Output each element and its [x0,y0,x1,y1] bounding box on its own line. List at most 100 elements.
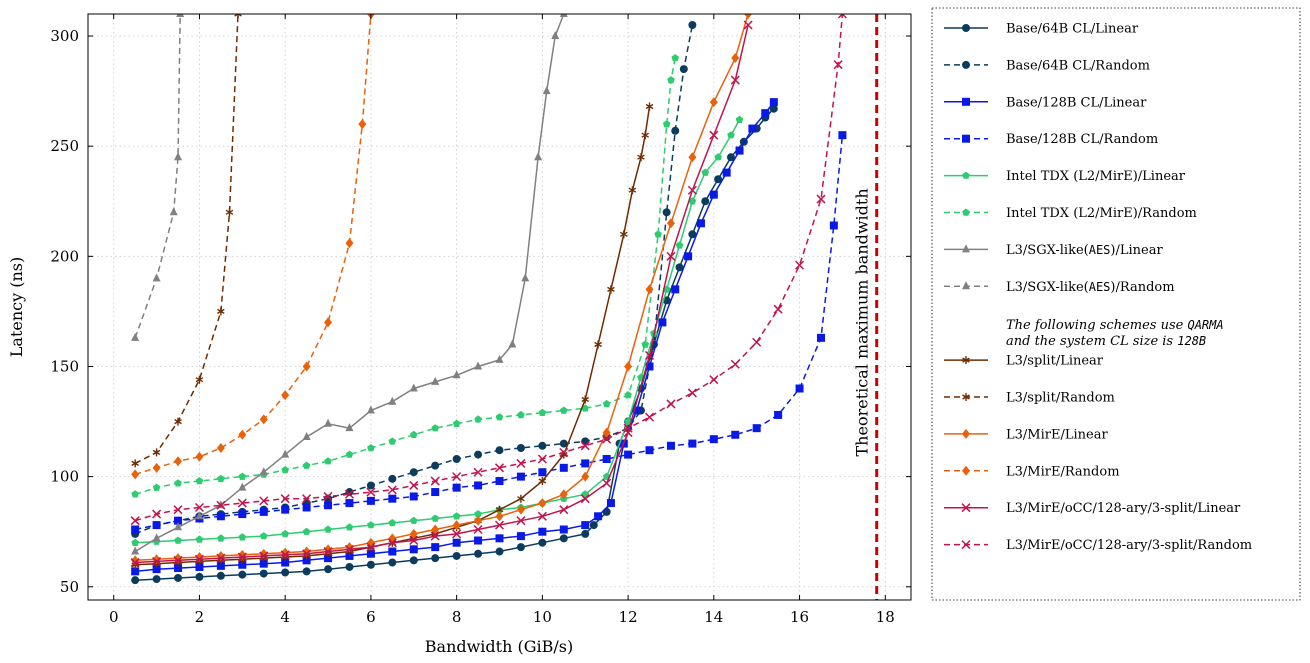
data-point [641,340,649,348]
data-point [302,549,312,559]
data-point [174,456,183,467]
data-point [302,494,312,504]
data-point [744,14,753,19]
data-point [234,14,242,18]
data-point [701,168,710,176]
data-point [194,554,204,564]
data-point [131,525,140,534]
data-point [517,494,525,503]
legend-entry-2: Base/128B CL/Linear [944,95,1147,110]
data-point [624,450,633,459]
data-point [538,527,547,536]
data-point [195,451,204,462]
data-point [727,131,735,139]
legend-entry-5: Intel TDX (L2/MirE)/Random [944,206,1197,221]
data-point [508,339,517,348]
x-tick-label: 4 [280,608,290,626]
data-point [542,86,551,95]
data-point [671,126,680,135]
data-point [238,570,247,579]
data-point [559,505,569,515]
data-point [323,491,333,501]
legend-box [931,7,1301,601]
data-point [366,496,375,505]
data-point [495,534,504,543]
data-point [581,395,590,404]
data-point [735,146,744,155]
data-point [731,53,740,64]
data-point [474,361,483,370]
y-tick-label: 250 [50,137,79,155]
data-point [225,208,234,217]
legend: Base/64B CL/Linear Base/64B CL/Random Base… [931,7,1301,601]
data-point [837,14,847,19]
x-tick-label: 14 [704,608,723,626]
data-point [714,175,723,184]
data-point [581,529,590,538]
data-point [388,494,397,503]
data-point [581,521,590,530]
data-point [152,273,161,282]
data-point [688,152,697,163]
legend-entry-9: L3/split/Random [944,391,1115,406]
data-point [131,490,139,498]
series-6 [131,14,568,555]
data-point [431,554,440,563]
legend-entry-6: L3/SGX-like(AES)/Linear [944,243,1163,258]
data-point [602,427,611,438]
series-0 [131,104,778,585]
series-13 [130,14,847,526]
data-point [679,65,688,74]
data-point [169,207,178,216]
legend-label: Intel TDX (L2/MirE)/Linear [1006,169,1186,184]
data-point [366,560,375,569]
data-point [829,221,838,230]
data-point [709,375,719,385]
data-point [409,468,418,477]
data-point [580,441,590,451]
data-point [769,104,778,113]
data-point [644,412,655,422]
data-point [752,337,762,347]
data-point [259,414,268,425]
data-point [152,462,161,473]
data-point [624,361,633,372]
legend-label: L3/split/Random [1006,391,1115,406]
data-point [752,424,761,433]
data-point [666,441,675,450]
data-point [516,532,525,541]
data-point [366,542,376,552]
data-point [516,443,525,452]
data-point [521,273,530,282]
data-point [517,410,525,419]
data-point [658,318,667,327]
data-point [152,556,162,566]
legend-label: L3/MirE/oCC/128-ary/3-split/Linear [1006,501,1241,516]
data-point [130,558,140,568]
data-point [795,384,804,393]
data-point [323,547,333,557]
legend-entry-3: Base/128B CL/Random [944,132,1158,147]
data-point [430,476,440,486]
data-point [962,208,970,216]
data-point [962,97,970,106]
legend-label: Base/128B CL/Linear [1006,95,1147,110]
data-point [281,505,290,514]
data-point [195,572,204,581]
data-point [324,501,333,510]
data-point [624,391,632,399]
data-point [769,98,778,107]
data-point [559,534,568,543]
data-point [666,251,676,261]
data-point [628,186,637,195]
data-point [516,472,525,481]
data-point [324,565,333,574]
data-point [816,333,825,342]
data-point [409,383,418,392]
data-point [388,558,397,567]
data-point [709,97,718,108]
x-tick-label: 0 [109,608,119,626]
data-point [537,511,547,521]
x-tick-label: 16 [790,608,809,626]
data-point [388,437,397,445]
